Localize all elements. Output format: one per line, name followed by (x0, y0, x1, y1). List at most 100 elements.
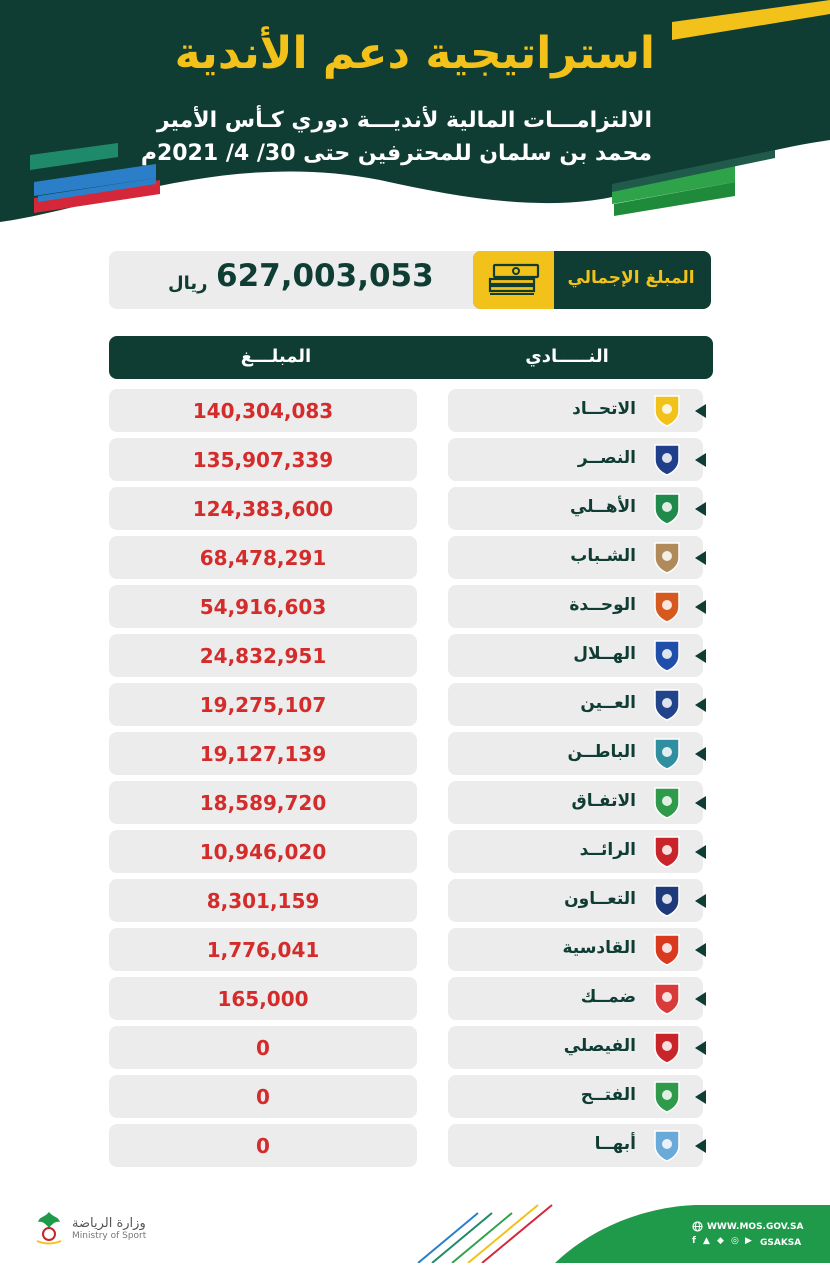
club-name: الأهــلي (569, 497, 636, 517)
club-logo-icon (654, 640, 680, 672)
youtube-icon[interactable]: ▶ (745, 1236, 752, 1246)
club-logo-icon (654, 836, 680, 868)
column-header-club: النـــــادي (525, 346, 609, 367)
club-cell: النصــر (448, 438, 703, 481)
table-row: 124,383,600 الأهــلي (0, 487, 830, 530)
club-logo-icon (654, 444, 680, 476)
table-row: 0 الفتــح (0, 1075, 830, 1118)
club-name: الاتحــاد (572, 399, 636, 419)
total-label-box: المبلغ الإجمالي (473, 251, 711, 309)
table-row: 0 أبهــا (0, 1124, 830, 1167)
page-title: استراتيجية دعم الأندية (174, 28, 655, 79)
club-cell: أبهــا (448, 1124, 703, 1167)
row-pointer-icon (695, 698, 706, 712)
row-pointer-icon (695, 404, 706, 418)
club-logo-icon (654, 787, 680, 819)
total-value: 627,003,053 (216, 258, 434, 294)
amount-value: 0 (256, 1085, 270, 1109)
club-name: ضمــك (580, 987, 636, 1007)
club-cell: الهــلال (448, 634, 703, 677)
club-logo-icon (654, 885, 680, 917)
table-row: 54,916,603 الوحــدة (0, 585, 830, 628)
club-name: الهــلال (573, 644, 636, 664)
amount-value: 24,832,951 (199, 644, 327, 668)
total-currency: ريال (168, 273, 208, 294)
amount-cell: 165,000 (109, 977, 417, 1020)
club-name: النصــر (577, 448, 636, 468)
club-name: الرائــد (579, 840, 636, 860)
club-name: الوحــدة (569, 595, 636, 615)
amount-value: 19,127,139 (199, 742, 327, 766)
club-cell: العــين (448, 683, 703, 726)
table-row: 1,776,041 القادسية (0, 928, 830, 971)
club-logo-icon (654, 1130, 680, 1162)
row-pointer-icon (695, 894, 706, 908)
amount-cell: 0 (109, 1075, 417, 1118)
amount-value: 140,304,083 (192, 399, 334, 423)
club-name: العــين (580, 693, 636, 713)
club-name: الاتفـاق (571, 791, 637, 811)
amount-cell: 140,304,083 (109, 389, 417, 432)
header-background (0, 0, 830, 222)
club-cell: ضمــك (448, 977, 703, 1020)
amount-cell: 0 (109, 1124, 417, 1167)
amount-cell: 124,383,600 (109, 487, 417, 530)
club-logo-icon (654, 591, 680, 623)
club-logo-icon (654, 395, 680, 427)
twitter-icon[interactable]: ▲ (703, 1236, 710, 1246)
amount-value: 19,275,107 (199, 693, 327, 717)
amount-value: 165,000 (217, 987, 309, 1011)
club-name: الشـباب (570, 546, 636, 566)
instagram-icon[interactable]: ◎ (731, 1236, 739, 1246)
row-pointer-icon (695, 600, 706, 614)
row-pointer-icon (695, 845, 706, 859)
club-cell: الشـباب (448, 536, 703, 579)
snapchat-icon[interactable]: ◆ (717, 1236, 724, 1246)
table-row: 19,275,107 العــين (0, 683, 830, 726)
club-logo-icon (654, 689, 680, 721)
row-pointer-icon (695, 943, 706, 957)
table-row: 19,127,139 الباطــن (0, 732, 830, 775)
amount-cell: 19,127,139 (109, 732, 417, 775)
club-name: الفيصلي (563, 1036, 636, 1056)
club-cell: الوحــدة (448, 585, 703, 628)
website-link[interactable]: WWW.MOS.GOV.SA (707, 1222, 804, 1232)
amount-value: 8,301,159 (206, 889, 320, 913)
amount-cell: 19,275,107 (109, 683, 417, 726)
club-logo-icon (654, 493, 680, 525)
amount-cell: 18,589,720 (109, 781, 417, 824)
club-logo-icon (654, 1032, 680, 1064)
total-label: المبلغ الإجمالي (567, 268, 695, 288)
club-logo-icon (654, 738, 680, 770)
club-logo-icon (654, 542, 680, 574)
row-pointer-icon (695, 1041, 706, 1055)
amount-value: 68,478,291 (199, 546, 327, 570)
ministry-emblem-icon (36, 1212, 62, 1245)
amount-cell: 135,907,339 (109, 438, 417, 481)
amount-cell: 0 (109, 1026, 417, 1069)
facebook-icon[interactable]: f (692, 1236, 696, 1246)
club-logo-icon (654, 983, 680, 1015)
amount-cell: 54,916,603 (109, 585, 417, 628)
club-cell: الفتــح (448, 1075, 703, 1118)
table-row: 0 الفيصلي (0, 1026, 830, 1069)
club-cell: القادسية (448, 928, 703, 971)
table-header: المبلـــغ النـــــادي (109, 336, 713, 379)
amount-cell: 24,832,951 (109, 634, 417, 677)
table-row: 68,478,291 الشـباب (0, 536, 830, 579)
club-cell: الفيصلي (448, 1026, 703, 1069)
ministry-name-ar: وزارة الرياضة (72, 1216, 146, 1231)
club-cell: الاتحــاد (448, 389, 703, 432)
club-name: التعــاون (564, 889, 636, 909)
social-handle[interactable]: GSAKSA (760, 1238, 802, 1248)
amount-value: 10,946,020 (199, 840, 327, 864)
table-row: 18,589,720 الاتفـاق (0, 781, 830, 824)
table-row: 135,907,339 النصــر (0, 438, 830, 481)
club-cell: الرائــد (448, 830, 703, 873)
header-banner (0, 0, 830, 225)
club-cell: الباطــن (448, 732, 703, 775)
footer-decoration (417, 1204, 830, 1264)
table-row: 24,832,951 الهــلال (0, 634, 830, 677)
amount-cell: 8,301,159 (109, 879, 417, 922)
club-name: أبهــا (594, 1134, 636, 1154)
